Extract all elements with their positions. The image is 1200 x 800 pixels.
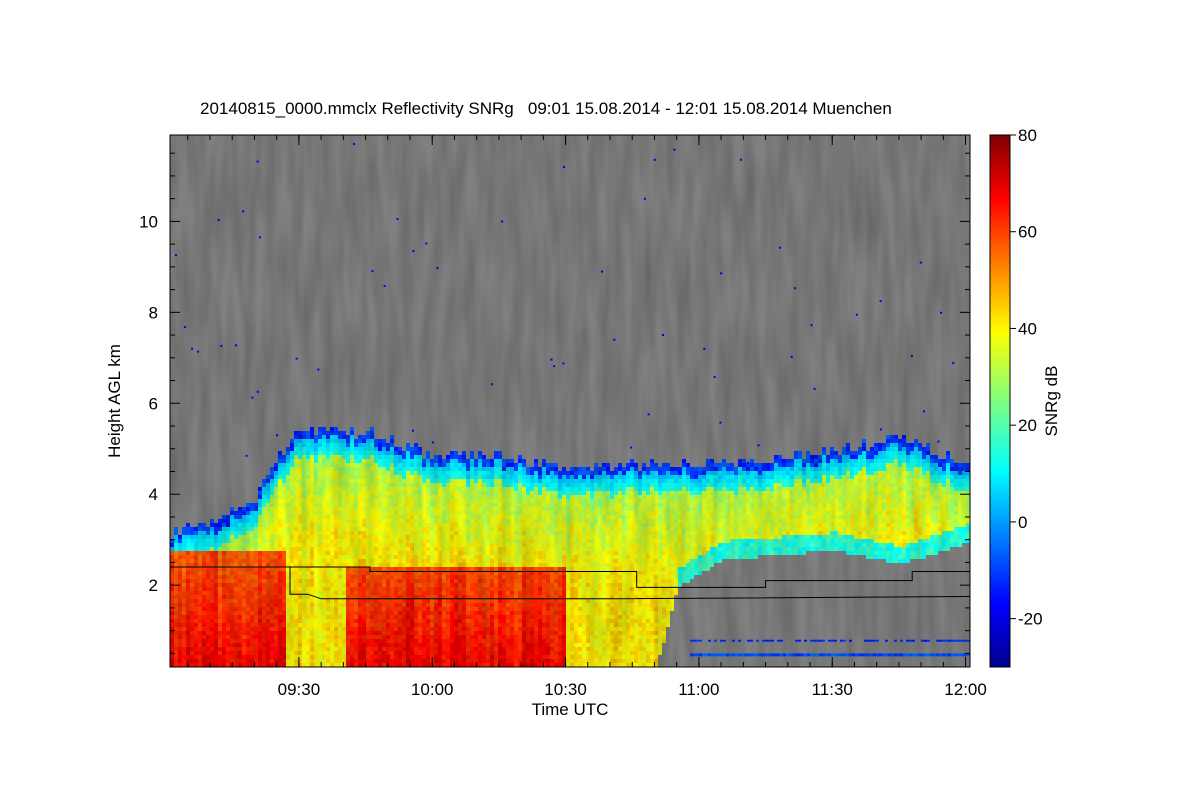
x-tick-label: 09:30 [278,680,321,699]
x-axis-label: Time UTC [532,700,609,719]
reflectivity-field [170,135,970,667]
colorbar-tick-label: 20 [1018,416,1037,435]
y-axis-label: Height AGL km [105,344,124,458]
overlay-line-upper [170,566,970,588]
colorbar-label: SNRg dB [1042,366,1061,437]
x-tick-label: 11:30 [812,680,853,699]
y-tick-label: 6 [149,394,158,413]
colorbar-axis: -20 0 20 40 60 80 [1010,126,1043,629]
overlay-line-lower [289,567,970,600]
colorbar-tick-label: 80 [1018,126,1037,145]
y-tick-label: 10 [139,212,158,231]
x-tick-label: 12:00 [944,680,987,699]
y-tick-label: 8 [149,303,158,322]
texture-overlay [170,135,970,667]
y-tick-label: 4 [149,485,158,504]
colorbar-tick-label: 60 [1018,223,1037,242]
colorbar-tick-label: -20 [1018,610,1043,629]
colorbar-tick-label: 40 [1018,319,1037,338]
chart-title: 20140815_0000.mmclx Reflectivity SNRg 09… [200,99,892,118]
y-tick-label: 2 [149,576,158,595]
colorbar-tick-label: 0 [1018,513,1027,532]
x-axis: 09:30 10:00 10:30 11:00 11:30 12:00 [187,135,987,699]
x-tick-label: 11:00 [678,680,719,699]
x-tick-label: 10:00 [411,680,454,699]
plot-frame [169,134,971,668]
y-axis: 2 4 6 8 10 [139,152,970,654]
colorbar [989,134,1011,668]
x-tick-label: 10:30 [544,680,587,699]
